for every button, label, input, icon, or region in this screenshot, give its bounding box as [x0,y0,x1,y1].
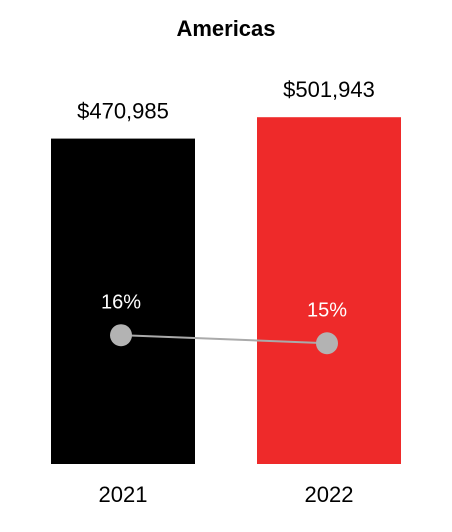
x-tick-label: 2021 [99,482,148,507]
bar [51,138,195,465]
bar-value-label: $501,943 [283,77,375,102]
bar [257,117,401,465]
x-tick-label: 2022 [305,482,354,507]
chart-title: Americas [176,16,275,41]
line-value-label: 16% [101,291,141,313]
bar-value-label: $470,985 [77,98,169,123]
line-marker [316,332,338,355]
line-value-label: 15% [307,300,347,322]
line [120,334,328,345]
line-marker [110,324,132,347]
